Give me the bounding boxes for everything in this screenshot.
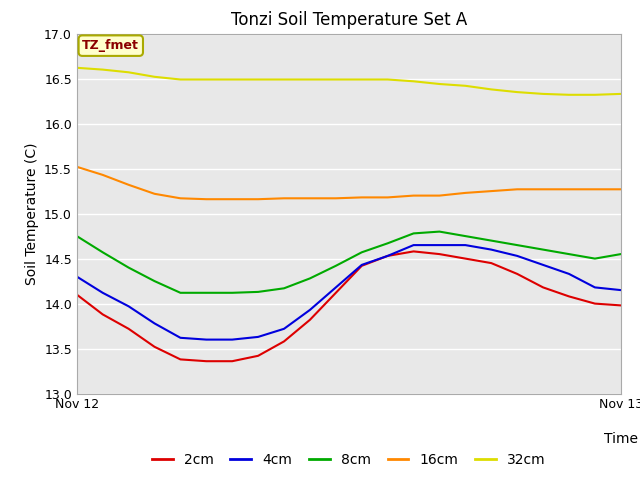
Text: Time: Time: [604, 432, 638, 446]
Legend: 2cm, 4cm, 8cm, 16cm, 32cm: 2cm, 4cm, 8cm, 16cm, 32cm: [147, 447, 551, 472]
Text: TZ_fmet: TZ_fmet: [83, 39, 140, 52]
Title: Tonzi Soil Temperature Set A: Tonzi Soil Temperature Set A: [230, 11, 467, 29]
Y-axis label: Soil Temperature (C): Soil Temperature (C): [24, 143, 38, 285]
